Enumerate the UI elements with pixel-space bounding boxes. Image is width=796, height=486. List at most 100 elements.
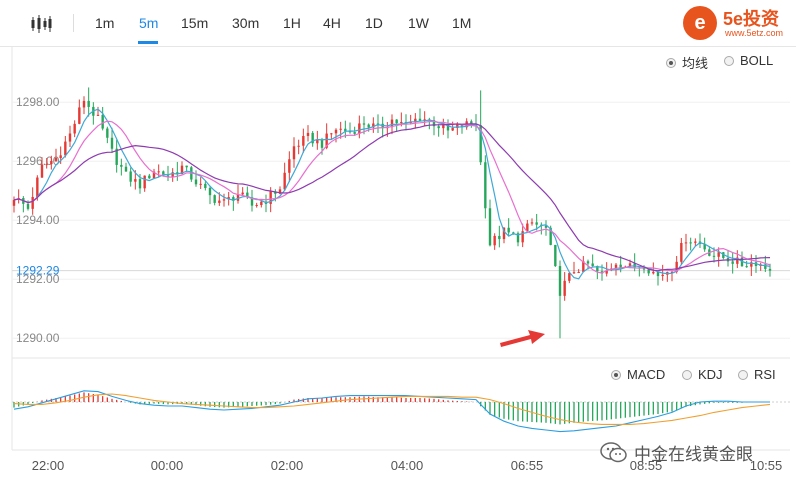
option-macd[interactable]: MACD bbox=[611, 367, 665, 382]
active-tab-underline bbox=[138, 41, 158, 44]
candle-body bbox=[334, 129, 338, 134]
candle-body bbox=[376, 123, 380, 125]
option-kdj[interactable]: KDJ bbox=[682, 367, 723, 382]
candle-body bbox=[703, 243, 706, 250]
candle-body bbox=[591, 263, 594, 266]
candle-body bbox=[558, 266, 562, 296]
candle-body bbox=[288, 159, 291, 173]
tab-1m[interactable]: 1m bbox=[95, 15, 115, 31]
option-boll[interactable]: BOLL bbox=[724, 53, 773, 68]
candle-body bbox=[358, 123, 361, 134]
candle-body bbox=[232, 197, 235, 201]
candle-body bbox=[50, 160, 53, 165]
candle-body bbox=[199, 183, 202, 185]
candle-body bbox=[675, 261, 678, 272]
candle-body bbox=[64, 141, 67, 156]
candle-body bbox=[512, 232, 515, 234]
candle-body bbox=[628, 263, 632, 267]
y-tick-label: 1296.00 bbox=[16, 154, 60, 168]
radio-boll-icon[interactable] bbox=[724, 55, 734, 66]
candle-body bbox=[372, 123, 375, 128]
radio-macd-icon[interactable] bbox=[611, 369, 621, 380]
candle-body bbox=[171, 172, 174, 177]
candle-body bbox=[278, 189, 282, 194]
candle-body bbox=[59, 155, 62, 159]
option-rsi[interactable]: RSI bbox=[738, 367, 776, 382]
candle-body bbox=[36, 177, 39, 197]
candle-body bbox=[148, 175, 151, 179]
tab-1w[interactable]: 1W bbox=[408, 15, 429, 31]
logo-title: 5e投资 bbox=[723, 9, 780, 29]
candle-body bbox=[456, 124, 459, 129]
option-ma[interactable]: 均线 bbox=[666, 53, 708, 72]
radio-ma-icon[interactable] bbox=[666, 57, 676, 68]
candle-body bbox=[432, 120, 436, 127]
candle-body bbox=[316, 139, 319, 144]
candle-body bbox=[605, 270, 608, 274]
candle-body bbox=[311, 132, 314, 144]
tab-15m[interactable]: 15m bbox=[181, 15, 209, 31]
candle-body bbox=[241, 192, 244, 195]
candle-body bbox=[110, 137, 114, 149]
candle-body bbox=[208, 188, 212, 196]
candle-body bbox=[680, 242, 683, 262]
candle-body bbox=[222, 199, 226, 201]
candle-body bbox=[656, 271, 660, 277]
candle-body bbox=[484, 162, 487, 209]
option-ma-label: 均线 bbox=[682, 56, 709, 71]
radio-kdj-icon[interactable] bbox=[682, 369, 692, 380]
candle-body bbox=[414, 118, 417, 122]
candle-body bbox=[157, 171, 160, 173]
candle-body bbox=[768, 268, 772, 271]
tab-1h[interactable]: 1H bbox=[283, 15, 301, 31]
candle-body bbox=[736, 257, 739, 264]
tab-30m[interactable]: 30m bbox=[232, 15, 260, 31]
candle-body bbox=[250, 197, 254, 206]
option-boll-label: BOLL bbox=[740, 53, 774, 68]
toolbar: 1m 5m 15m 30m 1H 4H 1D 1W 1M e 5e投资 www.5etz.com bbox=[0, 0, 796, 47]
candle-body bbox=[330, 133, 333, 135]
candle-body bbox=[320, 139, 324, 148]
candle-body bbox=[129, 171, 132, 182]
candle-body bbox=[423, 119, 426, 121]
candle-body bbox=[283, 172, 286, 190]
x-tick-label: 08:55 bbox=[630, 458, 663, 473]
x-tick-label: 04:00 bbox=[391, 458, 424, 473]
candlestick-icon[interactable] bbox=[30, 14, 52, 34]
candle-body bbox=[521, 231, 524, 243]
candle-body bbox=[68, 133, 72, 142]
candle-body bbox=[418, 118, 422, 121]
candle-body bbox=[460, 124, 464, 128]
ma-slow-line bbox=[13, 123, 771, 272]
option-rsi-label: RSI bbox=[754, 367, 776, 382]
candle-body bbox=[344, 128, 347, 132]
candle-body bbox=[40, 164, 44, 178]
watermark: 中金在线黄金眼 bbox=[600, 440, 753, 465]
annotation-arrow bbox=[500, 330, 545, 347]
candle-body bbox=[325, 133, 328, 148]
tab-4h[interactable]: 4H bbox=[323, 15, 341, 31]
tab-5m[interactable]: 5m bbox=[139, 15, 159, 31]
radio-rsi-icon[interactable] bbox=[738, 369, 748, 380]
candle-body bbox=[731, 261, 734, 264]
candle-body bbox=[124, 166, 128, 172]
candle-body bbox=[694, 241, 697, 243]
tab-1d[interactable]: 1D bbox=[365, 15, 383, 31]
candle-body bbox=[442, 124, 445, 129]
tab-1m[interactable]: 1M bbox=[452, 15, 472, 31]
candle-body bbox=[353, 132, 356, 134]
candle-body bbox=[292, 146, 296, 160]
x-tick-label: 10:55 bbox=[750, 458, 783, 473]
candle-body bbox=[176, 172, 179, 175]
candle-body bbox=[684, 242, 688, 244]
candle-body bbox=[642, 267, 646, 270]
option-kdj-label: KDJ bbox=[698, 367, 723, 382]
candle-body bbox=[31, 196, 34, 209]
candle-body bbox=[204, 183, 207, 189]
candle-body bbox=[530, 222, 534, 224]
candle-body bbox=[12, 199, 16, 206]
candle-body bbox=[647, 269, 650, 274]
candle-body bbox=[661, 274, 664, 277]
current-price-label: 1292.29 bbox=[16, 264, 60, 278]
